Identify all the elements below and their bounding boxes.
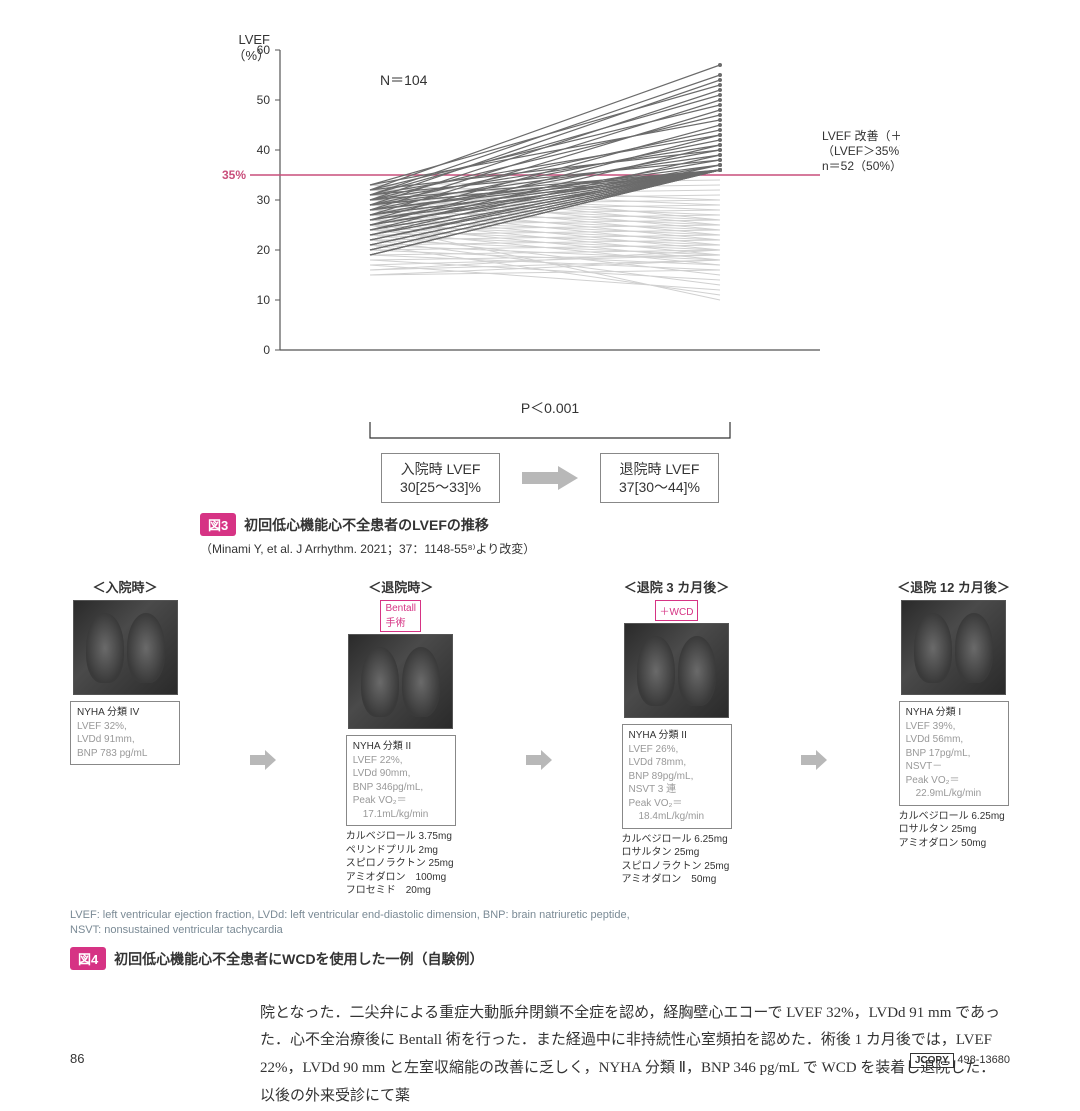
timeline-stage: ＜退院 3 カ月後＞ ＋WCD NYHA 分類 IILVEF 26%,LVDd 78… xyxy=(622,577,732,887)
lvef-admission-value: 30[25～33]% xyxy=(400,478,481,496)
svg-text:LVEF 改善（＋）: LVEF 改善（＋） xyxy=(822,128,900,143)
svg-text:（LVEF＞35%）: （LVEF＞35%） xyxy=(822,144,900,158)
page-number: 86 xyxy=(70,1051,84,1066)
svg-text:30: 30 xyxy=(257,193,271,207)
stage-title: ＜入院時＞ xyxy=(92,577,157,596)
stage-meds: カルベジロール 6.25mg ロサルタン 25mg アミオダロン 50mg xyxy=(899,810,1009,851)
jcopy-badge: JCOPY xyxy=(910,1053,954,1068)
fig4-tag: 図4 xyxy=(70,947,106,970)
xray-image xyxy=(624,623,729,718)
lvef-discharge-title: 退院時 LVEF xyxy=(619,460,700,478)
fig3-title: 初回低心機能心不全患者のLVEFの推移 xyxy=(244,517,489,533)
arrow-icon xyxy=(800,748,828,772)
jcopy-code: 498-13680 xyxy=(957,1054,1010,1066)
p-value-label: P＜0.001 xyxy=(300,398,800,418)
fig3-tag: 図3 xyxy=(200,513,236,536)
fig3-citation: （Minami Y, et al. J Arrhythm. 2021；37：11… xyxy=(200,540,1010,557)
svg-text:（%）: （%） xyxy=(232,48,270,63)
svg-text:N＝104: N＝104 xyxy=(380,72,428,88)
timeline-stage: ＜入院時＞ NYHA 分類 IVLVEF 32%,LVDd 91mm,BNP 78… xyxy=(70,577,180,765)
svg-text:20: 20 xyxy=(257,243,271,257)
stage-meds: カルベジロール 3.75mg ペリンドプリル 2mg スピロノラクトン 25mg… xyxy=(346,830,456,898)
xray-image xyxy=(348,634,453,729)
fig3-caption: 図3 初回低心機能心不全患者のLVEFの推移 xyxy=(200,513,1010,536)
fig4-title: 初回低心機能心不全患者にWCDを使用した一例（自験例） xyxy=(114,951,483,967)
lvef-admission-title: 入院時 LVEF xyxy=(400,460,481,478)
svg-text:50: 50 xyxy=(257,93,271,107)
arrow-icon xyxy=(520,465,580,491)
lvef-discharge-value: 37[30～44]% xyxy=(619,478,700,496)
timeline-stage: ＜退院 12 カ月後＞ NYHA 分類 ILVEF 39%,LVDd 56mm,B… xyxy=(897,577,1010,850)
page-footer: 86 JCOPY 498-13680 xyxy=(70,1051,1010,1066)
lvef-discharge-box: 退院時 LVEF 37[30～44]% xyxy=(600,453,719,503)
p-value-bracket: P＜0.001 入院時 LVEF 30[25～33]% 退院時 LVEF 37[… xyxy=(300,398,800,503)
svg-text:n＝52（50%）: n＝52（50%） xyxy=(822,159,900,173)
stage-title: ＜退院時＞ xyxy=(368,577,433,596)
svg-text:LVEF: LVEF xyxy=(238,32,270,47)
xray-image xyxy=(901,600,1006,695)
case-timeline: ＜入院時＞ NYHA 分類 IVLVEF 32%,LVDd 91mm,BNP 78… xyxy=(70,577,1010,898)
stage-title: ＜退院 3 カ月後＞ xyxy=(624,577,729,596)
stage-data-box: NYHA 分類 IVLVEF 32%,LVDd 91mm,BNP 783 pg/… xyxy=(70,701,180,765)
svg-text:10: 10 xyxy=(257,293,271,307)
abbreviations: LVEF: left ventricular ejection fraction… xyxy=(70,908,1010,939)
svg-text:0: 0 xyxy=(263,343,270,357)
bracket-line xyxy=(300,422,800,442)
fig4-caption: 図4 初回低心機能心不全患者にWCDを使用した一例（自験例） xyxy=(70,947,1010,970)
xray-image xyxy=(73,600,178,695)
svg-text:35%: 35% xyxy=(222,168,246,182)
stage-badge: ＋WCD xyxy=(655,600,699,621)
lvef-admission-box: 入院時 LVEF 30[25～33]% xyxy=(381,453,500,503)
timeline-stage: ＜退院時＞ Bentall 手術 NYHA 分類 IILVEF 22%,LVDd 9… xyxy=(346,577,456,898)
svg-text:40: 40 xyxy=(257,143,271,157)
stage-badge: Bentall 手術 xyxy=(380,600,421,632)
stage-data-box: NYHA 分類 IILVEF 26%,LVDd 78mm,BNP 89pg/mL… xyxy=(622,724,732,829)
stage-data-box: NYHA 分類 ILVEF 39%,LVDd 56mm,BNP 17pg/mL,… xyxy=(899,701,1009,806)
stage-meds: カルベジロール 6.25mg ロサルタン 25mg スピロノラクトン 25mg … xyxy=(622,833,732,887)
arrow-icon xyxy=(525,748,553,772)
stage-data-box: NYHA 分類 IILVEF 22%,LVDd 90mm,BNP 346pg/m… xyxy=(346,735,456,826)
chart-svg: 010203040506035%LVEF（%）N＝104LVEF 改善（＋）（L… xyxy=(200,30,900,390)
lvef-chart: 010203040506035%LVEF（%）N＝104LVEF 改善（＋）（L… xyxy=(200,30,900,390)
arrow-icon xyxy=(249,748,277,772)
stage-title: ＜退院 12 カ月後＞ xyxy=(897,577,1010,596)
